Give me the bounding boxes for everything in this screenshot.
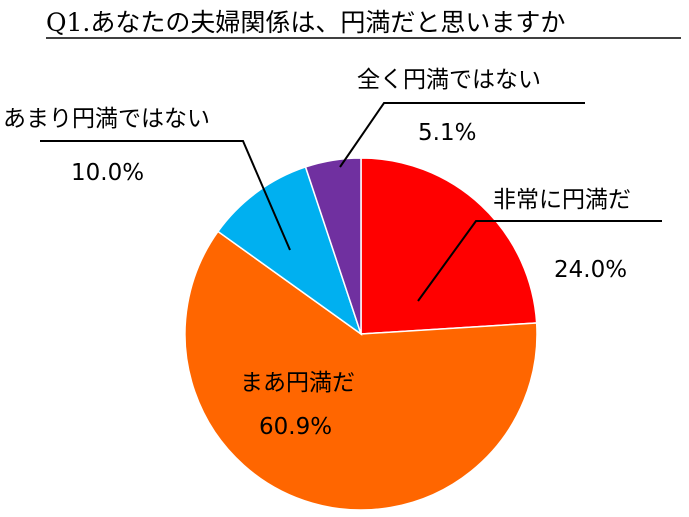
chart-title: Q1.あなたの夫婦関係は、円満だと思いますか [46, 8, 565, 37]
value-somewhat-satisfied: 60.9% [259, 414, 332, 440]
slice-somewhat-satisfied [184, 230, 538, 511]
slice-not-at-all-satisfied [304, 157, 362, 335]
leader-line [339, 102, 585, 168]
leader-line [40, 140, 291, 251]
value-very-satisfied: 24.0% [554, 257, 627, 283]
label-not-at-all-satisfied: 全く円満ではない [357, 67, 541, 93]
leader-lines [40, 102, 662, 302]
value-not-very-satisfied: 10.0% [71, 160, 144, 186]
label-somewhat-satisfied: まあ円満だ [240, 370, 355, 396]
leader-line [417, 220, 662, 302]
label-very-satisfied: 非常に円満だ [493, 187, 631, 213]
pie-slices [184, 157, 538, 511]
value-not-at-all-satisfied: 5.1% [418, 120, 476, 146]
slice-not-very-satisfied [216, 166, 363, 336]
slice-very-satisfied [360, 157, 538, 335]
label-not-very-satisfied: あまり円満ではない [3, 106, 210, 132]
slice-labels: 非常に円満だ 24.0% まあ円満だ 60.9% あまり円満ではない 10.0% 全く円満で… [3, 67, 631, 440]
